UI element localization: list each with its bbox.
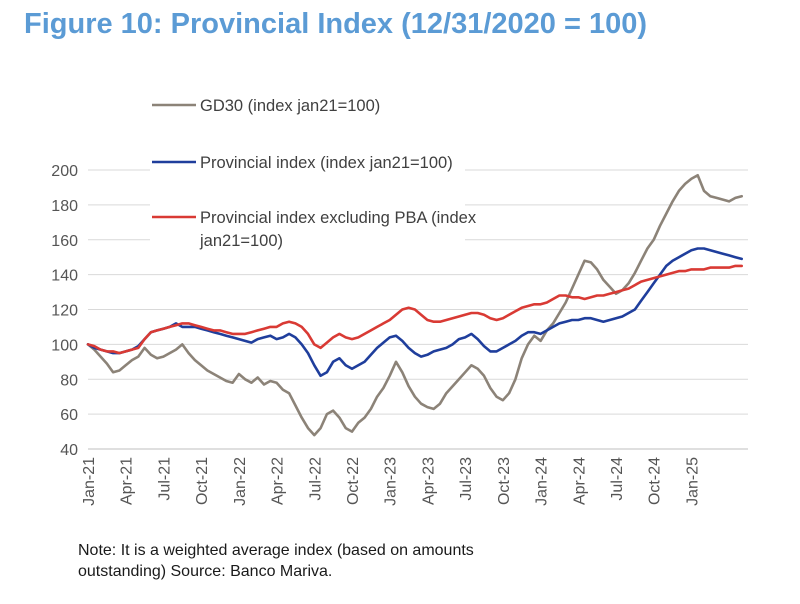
y-tick-label-160: 160 [51,233,78,250]
x-axis: Jan-21 Apr-21 Jul-21 Oct-21 Jan-22 Apr-22 Jul-… [81,448,748,506]
x-tick-label-apr-23: Apr-23 [420,457,437,505]
x-tick-label-oct-22: Oct-22 [345,457,362,505]
legend: GD30 (index jan21=100) Provincial index (… [150,92,477,254]
y-tick-label-60: 60 [60,407,78,424]
legend-label-provincial-index: Provincial index (index jan21=100) [200,154,453,172]
series-line-provincial-index-excl-pba [86,264,744,355]
x-tick-label-jul-23: Jul-23 [458,457,475,501]
x-tick-label-jan-25: Jan-25 [684,457,701,506]
legend-bg-gd30 [150,92,465,120]
note-line-2: outstanding) Source: Banco Mariva. [78,563,333,580]
y-tick-label-100: 100 [51,337,78,354]
series-lines [86,173,744,437]
legend-bg-provincial-index-excl-pba [150,204,465,254]
x-tick-label-apr-21: Apr-21 [119,457,136,505]
figure-title: Figure 10: Provincial Index (12/31/2020 … [24,8,648,40]
y-tick-label-80: 80 [60,372,78,389]
x-tick-label-jul-22: Jul-22 [307,457,324,501]
x-tick-label-oct-21: Oct-21 [194,457,211,505]
legend-label-provincial-index-excl-pba-cont: jan21=100) [199,232,283,250]
x-tick-label-jan-22: Jan-22 [232,457,249,506]
y-axis-ticks: 200 180 160 140 120 100 80 60 40 [51,163,78,459]
legend-label-provincial-index-excl-pba: Provincial index excluding PBA (index [200,209,477,227]
series-line-gd30 [86,173,744,437]
legend-bg-provincial-index [150,149,465,177]
y-tick-label-140: 140 [51,268,78,285]
y-tick-label-40: 40 [60,442,78,459]
x-tick-label-apr-24: Apr-24 [571,457,588,505]
chart-note: Note: It is a weighted average index (ba… [78,540,678,582]
series-line-provincial-index [86,247,744,378]
note-line-1: Note: It is a weighted average index (ba… [78,542,474,559]
x-tick-label-jul-21: Jul-21 [156,457,173,501]
y-tick-label-200: 200 [51,163,78,180]
y-tick-label-120: 120 [51,303,78,320]
y-tick-label-180: 180 [51,198,78,215]
x-tick-label-oct-24: Oct-24 [647,457,664,505]
x-tick-label-apr-22: Apr-22 [270,457,287,505]
x-tick-label-jan-24: Jan-24 [534,457,551,506]
legend-label-gd30: GD30 (index jan21=100) [200,97,380,115]
x-tick-label-jan-23: Jan-23 [383,457,400,506]
x-tick-label-jan-21: Jan-21 [81,457,98,506]
x-tick-label-oct-23: Oct-23 [496,457,513,505]
x-tick-label-jul-24: Jul-24 [609,457,626,501]
